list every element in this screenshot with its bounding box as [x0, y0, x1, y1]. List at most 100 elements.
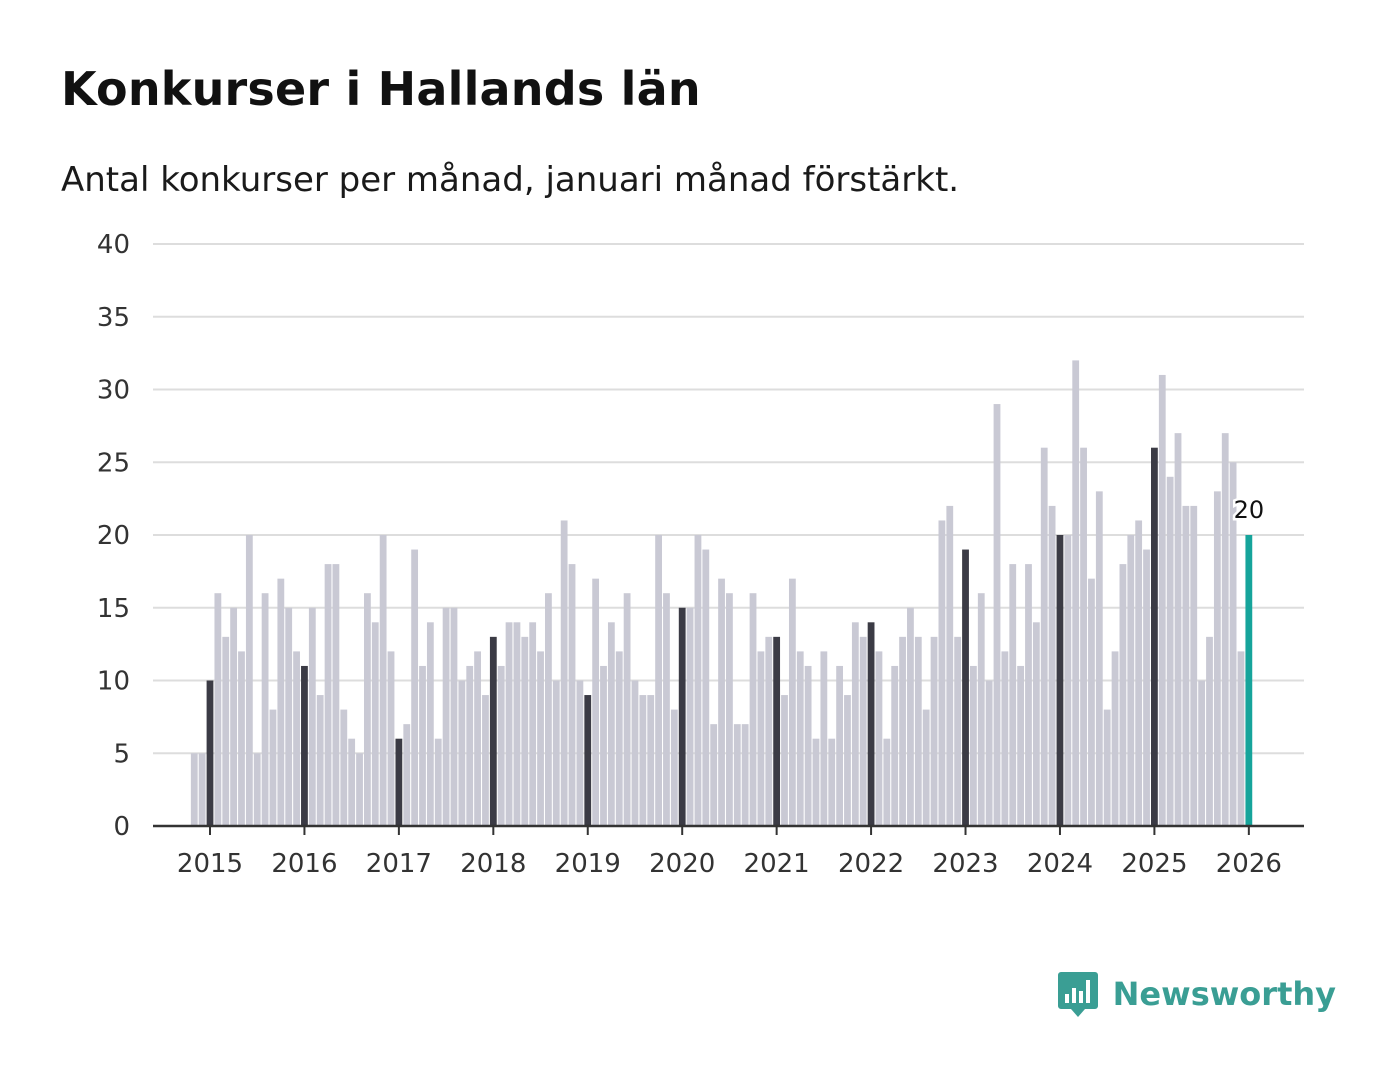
bar	[623, 593, 631, 826]
bar	[726, 593, 733, 826]
bar-january	[678, 607, 686, 826]
x-tick-label: 2015	[177, 849, 243, 879]
bar	[1048, 505, 1056, 826]
latest-value-label: 20	[1234, 496, 1265, 524]
bar	[324, 564, 332, 826]
bar	[1237, 651, 1245, 826]
bar	[1213, 491, 1221, 826]
x-tick-label: 2026	[1216, 849, 1282, 879]
bar	[245, 535, 253, 826]
bar	[1127, 535, 1135, 826]
x-tick-label: 2021	[744, 849, 810, 879]
bar	[765, 636, 773, 826]
bar	[891, 665, 899, 826]
bar	[985, 680, 993, 826]
bar	[655, 535, 662, 826]
bar	[820, 651, 828, 826]
brand-name: Newsworthy	[1112, 975, 1336, 1013]
bar	[576, 680, 584, 826]
bar	[419, 665, 426, 826]
bar	[1040, 447, 1048, 826]
bar	[1064, 535, 1072, 826]
bar-january	[773, 636, 781, 826]
x-tick-label: 2016	[271, 849, 337, 879]
bar	[308, 607, 316, 826]
bar	[592, 578, 600, 826]
x-tick-label: 2024	[1027, 849, 1093, 879]
bar	[1017, 665, 1025, 826]
bar	[529, 622, 537, 826]
bar	[1158, 374, 1166, 826]
bar	[1009, 564, 1017, 826]
bar	[379, 535, 387, 826]
bar	[1119, 564, 1127, 826]
bar	[883, 738, 891, 826]
bar	[796, 651, 804, 826]
bar	[1072, 360, 1080, 826]
bar	[875, 651, 883, 826]
bar	[1025, 564, 1032, 826]
bar	[442, 607, 450, 826]
bar	[1032, 622, 1040, 826]
bar	[458, 680, 466, 826]
bar	[1229, 462, 1237, 826]
bar	[1103, 709, 1111, 826]
y-tick-label: 0	[113, 812, 130, 842]
bar	[269, 709, 277, 826]
bar	[434, 738, 442, 826]
y-tick-label: 20	[97, 521, 130, 551]
bar	[1001, 651, 1009, 826]
bar	[615, 651, 623, 826]
chart-title: Konkurser i Hallands län	[61, 62, 701, 116]
bar	[1221, 433, 1229, 826]
bar	[261, 593, 269, 826]
bar	[450, 607, 458, 826]
bar	[1143, 549, 1150, 826]
bar	[694, 535, 702, 826]
bar	[466, 665, 474, 826]
bar	[552, 680, 560, 826]
bar	[788, 578, 796, 826]
bar	[482, 695, 489, 826]
brand-logo: Newsworthy	[1057, 970, 1336, 1018]
bar	[190, 753, 198, 826]
y-tick-label: 15	[97, 594, 130, 624]
bar	[812, 738, 820, 826]
x-tick-label: 2023	[932, 849, 998, 879]
bar	[946, 505, 954, 826]
bar	[1111, 651, 1119, 826]
bar	[607, 622, 615, 826]
bar-january	[301, 665, 308, 826]
bar-january	[1056, 535, 1064, 826]
bar	[426, 622, 434, 826]
x-tick-label: 2020	[649, 849, 715, 879]
bar	[851, 622, 859, 826]
bar	[293, 651, 300, 826]
bar	[670, 709, 678, 826]
bar	[718, 578, 725, 826]
bar	[348, 738, 356, 826]
bar	[387, 651, 395, 826]
bar	[702, 549, 710, 826]
bar	[631, 680, 639, 826]
y-tick-label: 30	[97, 376, 130, 406]
bar	[938, 520, 946, 826]
bar	[371, 622, 379, 826]
bar	[836, 665, 843, 826]
bar	[513, 622, 521, 826]
bar	[1088, 578, 1095, 826]
bar	[364, 593, 371, 826]
bar	[198, 753, 206, 826]
bar	[230, 607, 238, 826]
y-tick-label: 40	[97, 230, 130, 260]
bar	[1190, 505, 1198, 826]
bar	[710, 724, 718, 826]
y-tick-label: 5	[113, 739, 130, 769]
bar	[600, 665, 607, 826]
bar	[639, 695, 647, 826]
bar	[285, 607, 293, 826]
bar	[1198, 680, 1206, 826]
bar	[1095, 491, 1103, 826]
bar	[914, 636, 922, 826]
